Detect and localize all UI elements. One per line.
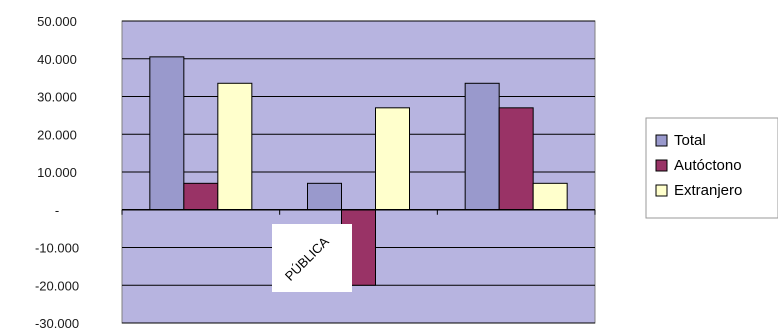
legend-label: Extranjero (674, 182, 742, 199)
category-labels: PÚBLICA (272, 224, 352, 292)
bar-extranjero-1 (375, 107, 410, 211)
y-tick-label: 20.000 (37, 127, 77, 142)
y-tick-label: 10.000 (37, 165, 77, 180)
y-tick-label: 30.000 (37, 90, 77, 105)
y-tick-label: - (55, 203, 59, 218)
y-tick-label: 50.000 (37, 14, 77, 29)
legend-swatch (655, 134, 668, 147)
category-label-box: PÚBLICA (272, 224, 352, 292)
bar-autctono-2 (498, 107, 534, 211)
y-axis: 50.000 40.000 30.000 20.000 10.000 - -10.000 -2… (35, 14, 79, 329)
bar-total-0 (149, 56, 185, 211)
y-tick-label: -10.000 (35, 241, 79, 256)
bar-extranjero-2 (532, 182, 568, 211)
y-tick-label: -30.000 (35, 316, 79, 329)
category-label-background (272, 224, 352, 292)
legend-swatch (655, 184, 668, 197)
y-tick-label: 40.000 (37, 52, 77, 67)
bar-total-1 (307, 182, 342, 211)
bar-total-2 (464, 82, 500, 211)
legend-label: Total (674, 132, 706, 149)
legend-label: Autóctono (674, 157, 742, 174)
legend-box (645, 117, 778, 219)
bar-extranjero-0 (217, 82, 253, 211)
legend-swatch (655, 159, 668, 172)
legend: Total Autóctono Extranjero (645, 117, 778, 219)
y-tick-label: -20.000 (35, 278, 79, 293)
bar-autctono-0 (183, 182, 219, 211)
